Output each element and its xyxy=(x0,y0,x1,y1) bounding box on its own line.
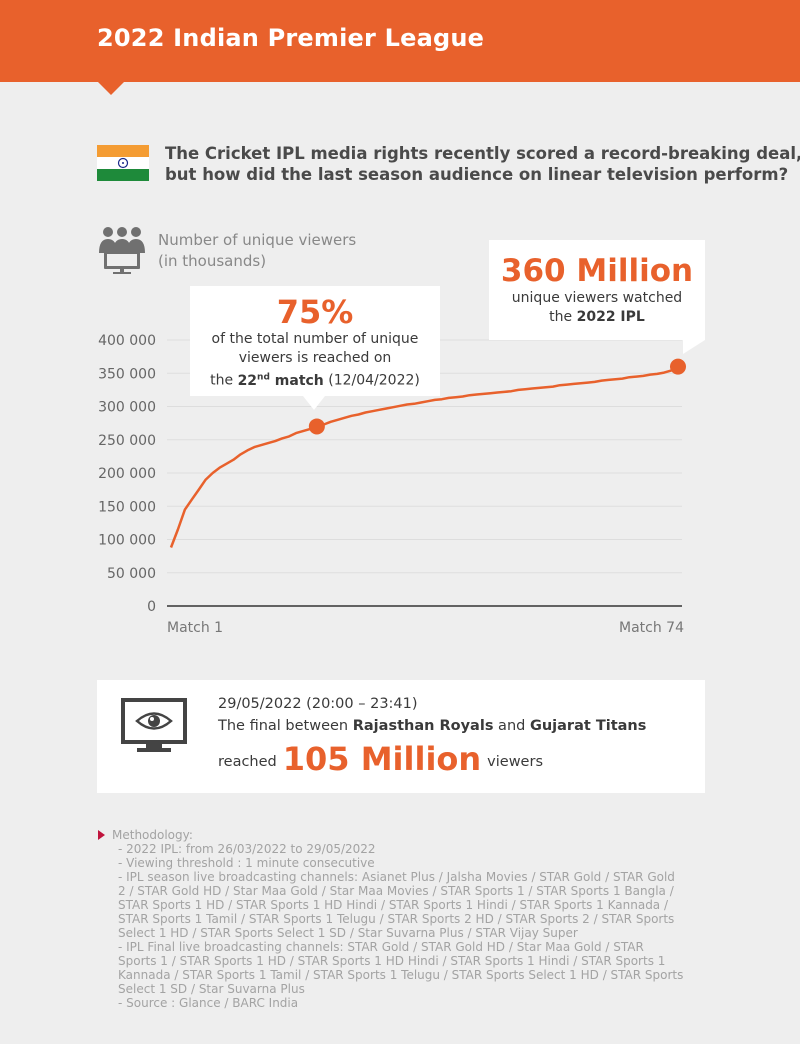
team-2: Gujarat Titans xyxy=(529,718,647,734)
y-tick-label: 100 000 xyxy=(98,533,156,549)
callout-75-percent: 75% of the total number of unique viewer… xyxy=(190,286,440,396)
bullet-arrow-icon xyxy=(98,830,105,840)
callout-75-match-number: 22 xyxy=(237,372,258,389)
y-axis-title: Number of unique viewers (in thousands) xyxy=(158,230,356,272)
final-text-mid: and xyxy=(493,718,530,734)
callout-360-season: 2022 IPL xyxy=(576,309,645,325)
final-reach: reached 105 Million viewers xyxy=(218,740,543,778)
india-flag-icon xyxy=(97,145,149,181)
callout-75-date: (12/04/2022) xyxy=(323,372,420,389)
x-tick-label: Match 74 xyxy=(619,620,684,636)
final-reach-pre: reached xyxy=(218,754,277,770)
final-match-box: 29/05/2022 (20:00 – 23:41) The final bet… xyxy=(97,680,705,793)
team-1: Rajasthan Royals xyxy=(352,718,494,734)
final-text-pre: The final between xyxy=(218,718,353,734)
methodology-line: 2 / STAR Gold HD / Star Maa Gold / Star … xyxy=(118,884,674,898)
callout-360-million: 360 Million unique viewers watched the 2… xyxy=(489,240,705,340)
methodology-line: - 2022 IPL: from 26/03/2022 to 29/05/202… xyxy=(118,842,376,856)
y-tick-label: 200 000 xyxy=(98,466,156,482)
methodology-list: - 2022 IPL: from 26/03/2022 to 29/05/202… xyxy=(98,842,708,1010)
tv-eye-icon xyxy=(121,698,187,752)
y-axis-title-line-2: (in thousands) xyxy=(158,252,267,270)
flag-white-band xyxy=(97,157,149,169)
methodology-line: - Source : Glance / BARC India xyxy=(118,996,299,1010)
callout-75-match-word: match xyxy=(269,372,324,389)
callout-75-line-3: the 22nd match (12/04/2022) xyxy=(190,368,440,391)
highlight-point xyxy=(308,418,325,435)
y-tick-label: 150 000 xyxy=(98,499,156,515)
methodology-heading-text: Methodology: xyxy=(112,828,193,842)
intro-line-1: The Cricket IPL media rights recently sc… xyxy=(165,144,800,163)
final-reach-post: viewers xyxy=(487,754,543,770)
methodology-line: Select 1 HD / STAR Sports Select 1 SD / … xyxy=(118,926,578,940)
final-reach-value: 105 Million xyxy=(282,740,482,778)
methodology-line: Kannada / STAR Sports 1 Tamil / STAR Spo… xyxy=(118,968,684,982)
y-axis-title-line-1: Number of unique viewers xyxy=(158,231,357,249)
callout-75-line-2: viewers is reached on xyxy=(238,350,392,366)
methodology-line: Sports 1 / STAR Sports 1 HD / STAR Sport… xyxy=(118,954,666,968)
callout-360-pointer xyxy=(683,340,705,354)
methodology-line: - Viewing threshold : 1 minute consecuti… xyxy=(118,856,375,870)
final-date: 29/05/2022 (20:00 – 23:41) xyxy=(218,696,418,712)
audience-icon xyxy=(99,227,145,274)
methodology-section: Methodology: - 2022 IPL: from 26/03/2022… xyxy=(98,828,708,1010)
methodology-line: Select 1 SD / Star Suvarna Plus xyxy=(118,982,305,996)
y-tick-label: 250 000 xyxy=(98,433,156,449)
y-tick-label: 300 000 xyxy=(98,400,156,416)
y-tick-label: 350 000 xyxy=(98,366,156,382)
callout-75-pre: the xyxy=(210,372,238,389)
y-tick-label: 0 xyxy=(147,599,156,615)
banner-notch xyxy=(98,82,124,95)
methodology-line: STAR Sports 1 Tamil / STAR Sports 1 Telu… xyxy=(118,912,675,926)
header-banner: 2022 Indian Premier League xyxy=(0,0,800,82)
intro-text: The Cricket IPL media rights recently sc… xyxy=(165,143,800,185)
ashoka-chakra-icon xyxy=(117,157,129,169)
callout-360-line-1: unique viewers watched xyxy=(511,290,683,306)
final-description: The final between Rajasthan Royals and G… xyxy=(218,718,646,734)
y-tick-label: 50 000 xyxy=(107,566,156,582)
callout-75-ordinal: nd xyxy=(257,372,270,382)
methodology-heading: Methodology: xyxy=(98,828,708,842)
methodology-line: - IPL Final live broadcasting channels: … xyxy=(118,940,644,954)
flag-saffron-band xyxy=(97,145,149,157)
callout-360-pre: the xyxy=(549,309,577,325)
y-tick-label: 400 000 xyxy=(98,333,156,349)
highlight-point xyxy=(670,358,686,375)
callout-75-line-1: of the total number of unique xyxy=(211,331,419,347)
flag-green-band xyxy=(97,169,149,181)
series-line xyxy=(169,365,679,548)
x-tick-label: Match 1 xyxy=(167,620,223,636)
callout-360-value: 360 Million xyxy=(500,253,694,289)
callout-75-value: 75% xyxy=(276,293,354,331)
page-title: 2022 Indian Premier League xyxy=(97,24,485,52)
callout-360-line-2: the 2022 IPL xyxy=(489,308,705,327)
methodology-line: STAR Sports 1 HD / STAR Sports 1 HD Hind… xyxy=(118,898,669,912)
methodology-line: - IPL season live broadcasting channels:… xyxy=(118,870,675,884)
intro-line-2: but how did the last season audience on … xyxy=(165,165,789,184)
callout-75-pointer xyxy=(303,396,325,410)
